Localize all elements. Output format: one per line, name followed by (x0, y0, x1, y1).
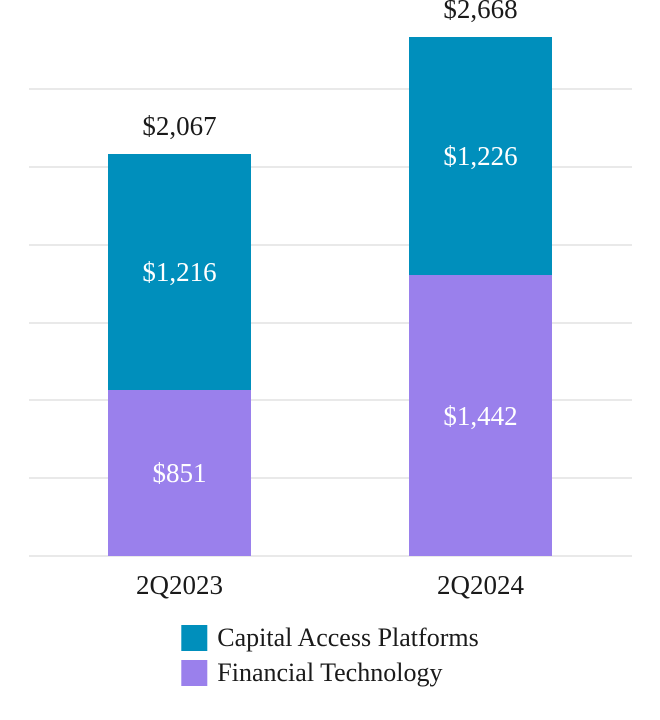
legend-label: Financial Technology (217, 658, 443, 687)
legend: Capital Access Platforms Financial Techn… (181, 623, 479, 687)
gridline (29, 322, 632, 324)
segment-value-label: $1,216 (142, 257, 217, 287)
total-value-label: $2,668 (443, 0, 518, 24)
segment-financial-technology: $1,442 (409, 275, 552, 556)
legend-label: Capital Access Platforms (217, 623, 479, 652)
segment-value-label: $1,226 (443, 141, 518, 171)
legend-swatch-financial-technology (181, 660, 208, 686)
legend-item-capital-access-platforms: Capital Access Platforms (181, 623, 479, 652)
gridline (29, 477, 632, 479)
segment-capital-access-platforms: $1,216 (108, 154, 251, 390)
bar-stack-2q2023: $1,216 $851 (108, 154, 251, 556)
gridline (29, 244, 632, 246)
segment-financial-technology: $851 (108, 390, 251, 556)
legend-item-financial-technology: Financial Technology (181, 659, 478, 687)
segment-capital-access-platforms: $1,226 (409, 37, 552, 275)
x-axis-label: 2Q2023 (136, 570, 223, 600)
legend-swatch-capital-access-platforms (181, 625, 208, 651)
segment-value-label: $1,442 (443, 400, 518, 431)
gridline (29, 399, 632, 401)
bar-stack-2q2024: $1,226 $1,442 (409, 37, 552, 556)
bar-group-2q2024: $2,668 $1,226 $1,442 2Q2024 (409, 0, 552, 720)
x-axis-label: 2Q2024 (437, 570, 524, 600)
gridline (29, 166, 632, 168)
gridline (29, 555, 632, 557)
segment-value-label: $851 (152, 458, 207, 488)
gridline (29, 88, 632, 90)
total-value-label: $2,067 (142, 111, 217, 141)
bar-group-2q2023: $2,067 $1,216 $851 2Q2023 (108, 0, 251, 720)
